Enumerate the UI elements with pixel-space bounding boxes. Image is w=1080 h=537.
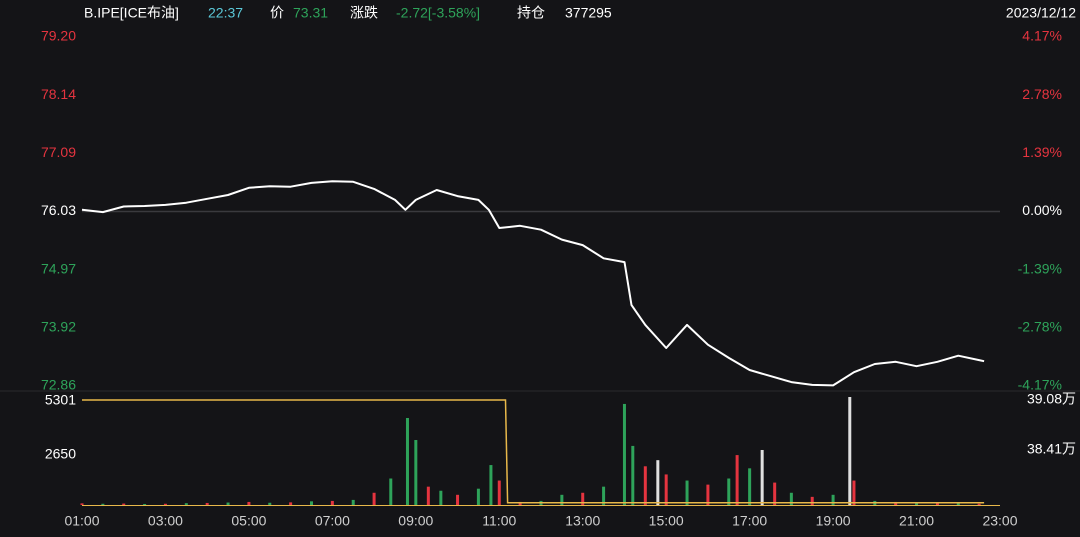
x-tick-label: 11:00: [482, 513, 516, 529]
volume-bar: [268, 502, 272, 505]
y2-tick-label: 38.41万: [1027, 441, 1076, 457]
y2-tick-label: 4.17%: [1022, 28, 1062, 44]
y-tick-label: 72.86: [41, 377, 76, 393]
y2-tick-label: 0.00%: [1022, 202, 1062, 218]
volume-bar: [456, 494, 460, 505]
x-tick-label: 09:00: [398, 513, 433, 529]
volume-bar: [631, 445, 635, 505]
volume-bar: [643, 466, 647, 505]
x-tick-label: 13:00: [565, 513, 600, 529]
volume-bar: [205, 502, 209, 505]
x-tick-label: 05:00: [231, 513, 266, 529]
volume-bar: [330, 500, 334, 505]
volume-bar: [426, 486, 430, 505]
volume-bar: [831, 494, 835, 505]
volume-bar: [685, 480, 689, 505]
volume-bar: [977, 503, 981, 505]
volume-bar: [773, 482, 777, 505]
y2-tick-label: -4.17%: [1018, 377, 1062, 393]
y-tick-label: 73.92: [41, 318, 76, 334]
x-tick-label: 21:00: [899, 513, 934, 529]
volume-bar: [439, 490, 443, 505]
x-tick-label: 07:00: [315, 513, 350, 529]
y2-tick-label: -2.78%: [1018, 319, 1062, 335]
volume-bar: [602, 486, 606, 505]
y2-tick-label: -1.39%: [1018, 260, 1062, 276]
volume-bar: [810, 496, 814, 505]
x-tick-label: 17:00: [732, 513, 767, 529]
y2-tick-label: 1.39%: [1022, 144, 1062, 160]
volume-bar: [351, 499, 355, 505]
volume-bar: [664, 474, 668, 505]
volume-bar: [727, 478, 731, 505]
volume-bar: [581, 492, 585, 505]
oi-label: 持仓: [517, 5, 545, 21]
x-tick-label: 03:00: [148, 513, 183, 529]
volume-bar: [289, 502, 293, 505]
oi: 377295: [565, 5, 612, 21]
volume-bar: [184, 503, 188, 505]
volume-bar: [852, 480, 856, 505]
volume-bar: [622, 403, 626, 505]
y-tick-label: 76.03: [41, 202, 76, 218]
x-tick-label: 23:00: [982, 513, 1017, 529]
volume-bar: [848, 397, 852, 505]
price-label: 价: [270, 5, 284, 21]
volume-bar: [748, 468, 752, 505]
volume-bar: [414, 440, 418, 505]
volume-bar: [935, 502, 939, 505]
price-line: [81, 180, 985, 387]
x-tick-label: 01:00: [64, 513, 99, 529]
y-tick-label: 5301: [45, 392, 76, 408]
y-tick-label: 74.97: [41, 261, 76, 277]
open-interest-line: [82, 399, 985, 504]
x-tick-label: 15:00: [649, 513, 684, 529]
volume-bar: [247, 501, 251, 505]
volume-bar: [656, 460, 660, 505]
date: 2023/12/12: [1006, 5, 1076, 21]
y2-tick-label: 2.78%: [1022, 86, 1062, 102]
volume-bar: [372, 492, 376, 505]
volume-bar: [389, 478, 393, 505]
time: 22:37: [208, 5, 243, 21]
volume-bar: [101, 503, 105, 505]
price: 73.31: [293, 5, 328, 21]
volume-bar: [163, 503, 167, 505]
volume-bar: [122, 503, 126, 505]
volume-bar: [760, 449, 764, 505]
y2-tick-label: 39.08万: [1027, 391, 1076, 407]
volume-bar: [143, 503, 147, 505]
volume-bar: [956, 503, 960, 505]
volume-bar: [310, 501, 313, 505]
volume-bar: [560, 494, 564, 505]
volume-bar: [915, 502, 919, 505]
volume-bar: [80, 503, 84, 505]
symbol: B.IPE[ICE布油]: [84, 5, 179, 21]
change-label: 涨跌: [350, 5, 378, 21]
volume-bar: [489, 465, 493, 505]
volume-bar: [789, 492, 793, 505]
volume-bar: [226, 502, 230, 505]
y-tick-label: 78.14: [41, 86, 76, 102]
y-tick-label: 77.09: [41, 144, 76, 160]
volume-bar: [706, 484, 710, 505]
change: -2.72[-3.58%]: [396, 5, 480, 21]
x-tick-label: 19:00: [816, 513, 851, 529]
volume-bar: [497, 480, 501, 505]
y-tick-label: 2650: [45, 446, 76, 462]
y-tick-label: 79.20: [41, 28, 76, 44]
volume-bar: [735, 455, 739, 505]
volume-bar: [405, 418, 409, 505]
volume-bar: [476, 488, 480, 505]
